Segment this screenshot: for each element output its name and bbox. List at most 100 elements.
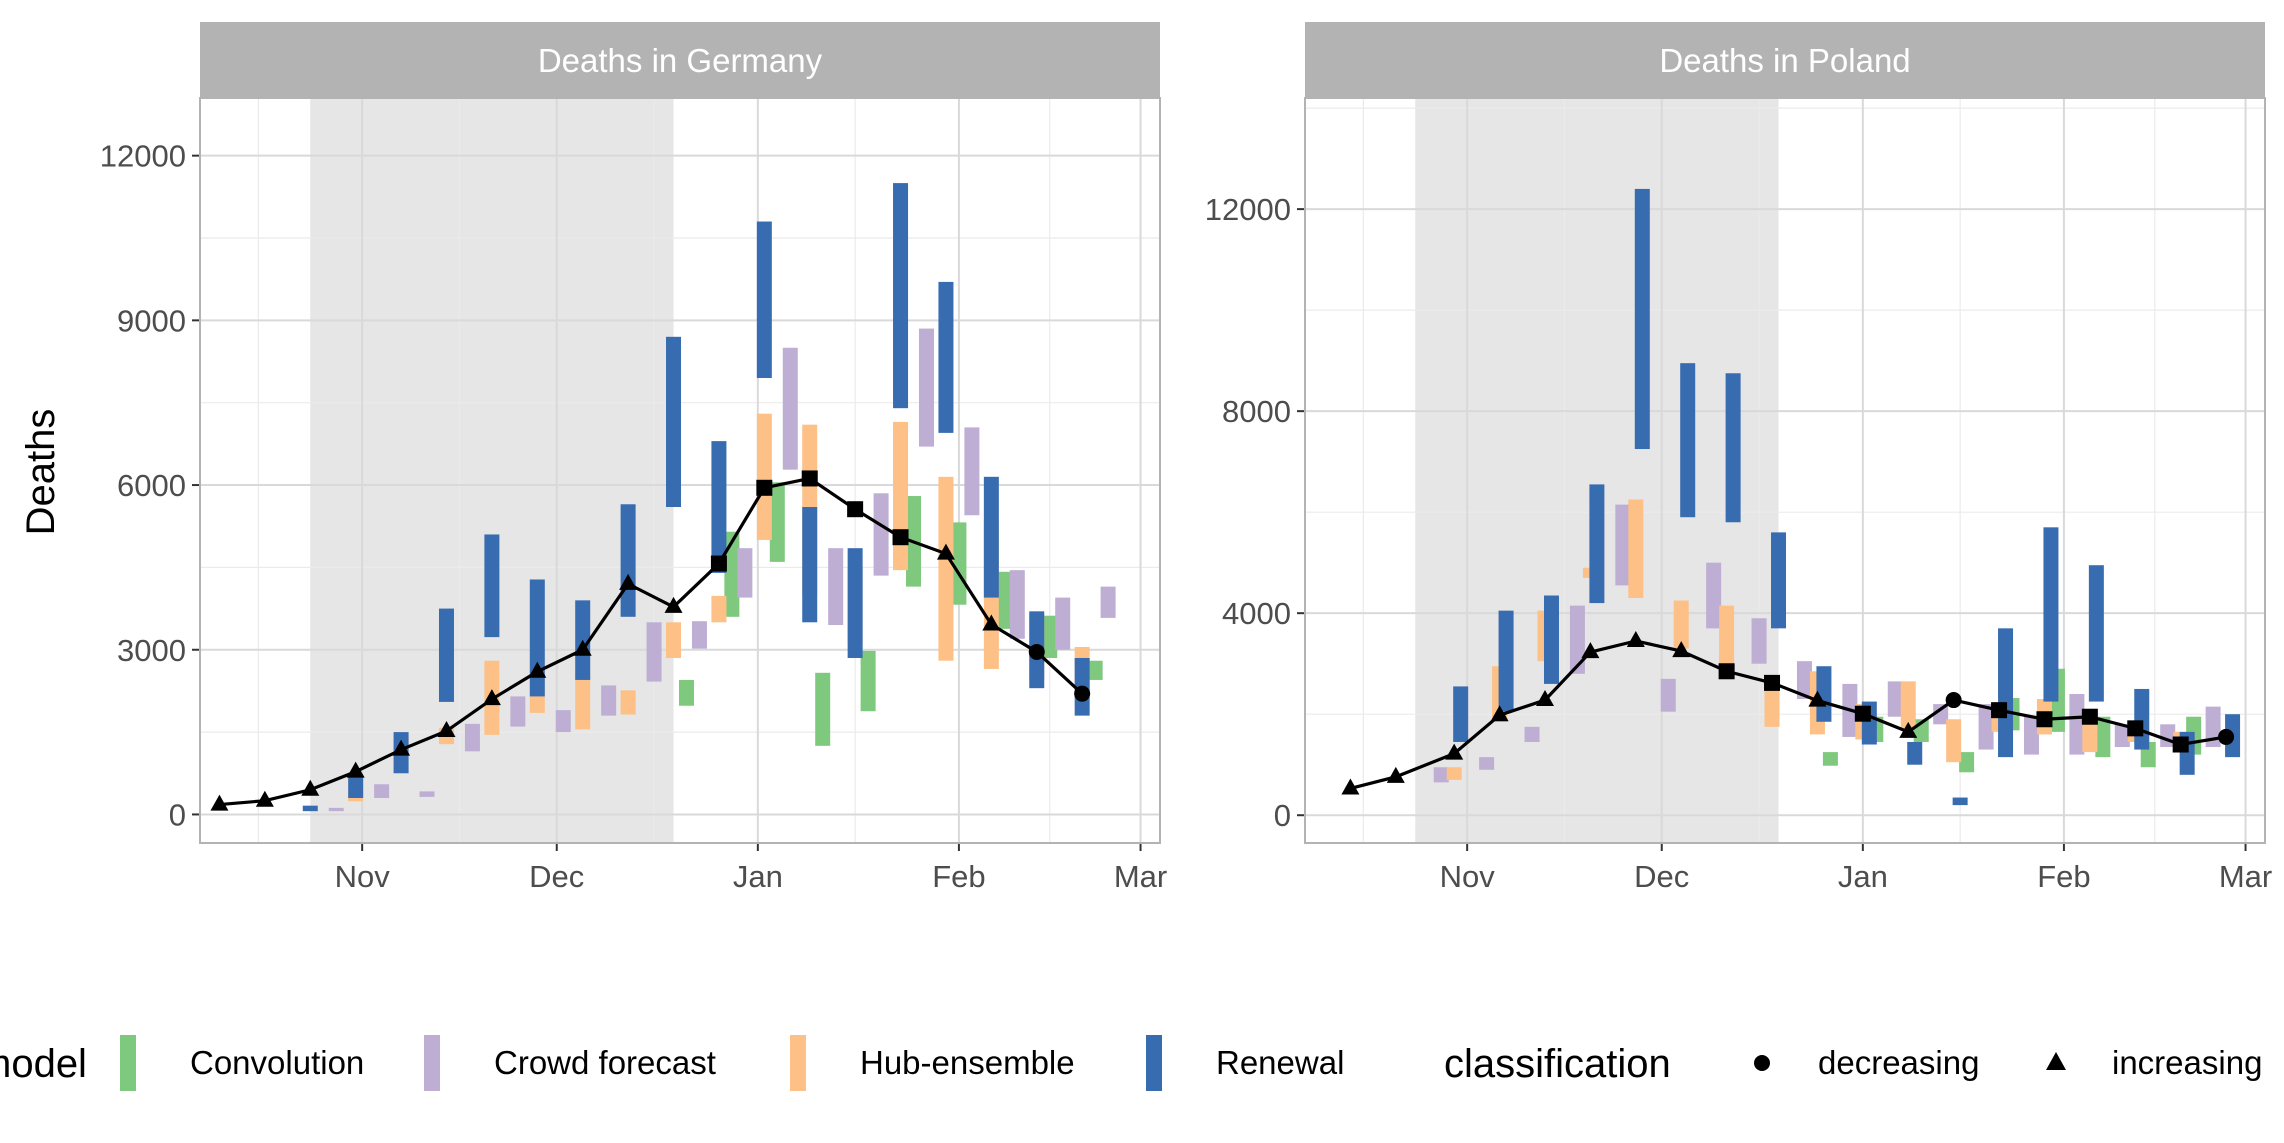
observed-point-increasing xyxy=(982,614,1001,631)
x-tick-label: Dec xyxy=(529,859,584,894)
observed-point-increasing xyxy=(1626,630,1645,647)
y-axis-title: Deaths xyxy=(19,409,63,536)
observed-point-decreasing xyxy=(2218,728,2235,745)
forecast-bar xyxy=(646,622,662,682)
observed-point-increasing xyxy=(1341,778,1360,795)
forecast-bar xyxy=(575,674,591,730)
legend-title-model: model xyxy=(0,1042,87,1086)
panel-2: Deaths in Poland 0 4000 8000 12000 Nov Dec Jan F… xyxy=(1205,22,2272,894)
forecast-bar xyxy=(1816,666,1832,722)
legend-label: increasing xyxy=(2112,1044,2262,1081)
forecast-bar xyxy=(983,476,999,598)
x-tick-label: Nov xyxy=(1440,859,1496,894)
x-tick-label: Mar xyxy=(1114,859,1167,894)
forecast-bar xyxy=(302,805,318,812)
forecast-bar xyxy=(1042,615,1058,658)
forecast-bar xyxy=(529,579,545,697)
legend-label: Renewal xyxy=(1216,1044,1344,1081)
forecast-bar xyxy=(938,476,954,661)
observed-point-increasing xyxy=(1899,721,1918,738)
observed-point-increasing xyxy=(936,543,955,560)
forecast-bar xyxy=(1087,660,1103,680)
y-tick-label: 6000 xyxy=(117,468,186,503)
x-tick-label: Dec xyxy=(1634,859,1689,894)
forecast-bar xyxy=(555,710,571,733)
forecast-bar xyxy=(1524,726,1540,742)
x-tick-label: Feb xyxy=(2037,859,2090,894)
observed-point-increasing xyxy=(1672,641,1691,658)
forecast-bar xyxy=(464,723,480,752)
y-tick-label: 12000 xyxy=(100,139,186,174)
forecast-bar xyxy=(951,522,967,605)
forecast-bar xyxy=(1498,610,1514,712)
observed-point-increasing xyxy=(664,596,683,613)
forecast-bar xyxy=(802,507,818,623)
forecast-bar xyxy=(1634,188,1650,450)
forecast-bar xyxy=(847,548,863,658)
forecast-bar xyxy=(1998,628,2014,758)
legend-label: Hub-ensemble xyxy=(860,1044,1075,1081)
observed-point-stable xyxy=(2081,708,2098,725)
forecast-bar xyxy=(620,504,636,617)
forecast-bar xyxy=(737,548,753,598)
legend-key-convolution xyxy=(120,1035,136,1091)
forecast-bar xyxy=(419,791,435,797)
legend-key-hub-ensemble xyxy=(790,1035,806,1091)
forecast-bar xyxy=(724,531,740,617)
facet-strip xyxy=(200,22,1160,98)
observed-point-increasing xyxy=(392,739,411,756)
y-tick-label: 8000 xyxy=(1222,394,1291,429)
forecast-bar xyxy=(860,650,876,712)
observed-point-increasing xyxy=(1581,642,1600,659)
forecast-bar xyxy=(1569,605,1585,674)
forecast-bar xyxy=(601,685,617,716)
forecast-bar xyxy=(438,608,454,702)
forecast-bar xyxy=(1771,532,1787,629)
forecast-bar xyxy=(1907,741,1923,765)
observed-point-stable xyxy=(801,470,818,487)
forecast-bar xyxy=(938,281,954,433)
forecast-bar xyxy=(2095,716,2111,758)
forecast-bar xyxy=(1589,484,1605,604)
shaded-period xyxy=(1415,98,1779,843)
observed-point-stable xyxy=(2036,711,2053,728)
forecast-bar xyxy=(348,777,364,798)
x-tick-label: Nov xyxy=(335,859,391,894)
observed-point-increasing xyxy=(1808,690,1827,707)
forecast-bar xyxy=(666,336,682,508)
forecast-bar xyxy=(1751,618,1767,664)
observed-point-increasing xyxy=(255,790,274,807)
facet-title: Deaths in Poland xyxy=(1659,42,1910,79)
forecast-bar xyxy=(2088,565,2104,702)
forecast-bar xyxy=(996,571,1012,629)
forecast-bar xyxy=(964,427,980,516)
observed-point-decreasing xyxy=(1074,685,1091,702)
forecast-bar xyxy=(1978,704,1994,750)
observed-point-stable xyxy=(1764,674,1781,691)
observed-point-decreasing xyxy=(1945,692,1962,709)
panel-border xyxy=(199,97,1161,844)
facet-strip xyxy=(1305,22,2265,98)
forecast-bar xyxy=(2114,724,2130,748)
forecast-bar xyxy=(1706,562,1722,629)
observed-point-increasing xyxy=(210,794,229,811)
forecast-bar xyxy=(1100,586,1116,618)
forecast-bar xyxy=(769,482,785,562)
forecast-bar xyxy=(1946,719,1962,763)
forecast-bar xyxy=(1959,752,1975,773)
forecast-bar xyxy=(782,347,798,470)
forecast-bar xyxy=(918,328,934,447)
forecast-bar xyxy=(1479,757,1495,770)
legend-key-increasing xyxy=(2046,1052,2066,1070)
forecast-bar xyxy=(2134,688,2150,750)
forecast-bar xyxy=(756,413,772,540)
forecast-bar xyxy=(2023,716,2039,755)
observed-point-decreasing xyxy=(1028,643,1045,660)
forecast-bar xyxy=(2043,527,2059,702)
forecast-bar xyxy=(893,183,909,409)
observed-point-stable xyxy=(710,555,727,572)
legend: model Convolution Crowd forecast Hub-ensemb… xyxy=(0,1035,2262,1091)
legend-title-classification: classification xyxy=(1444,1042,1671,1086)
forecast-bar xyxy=(1796,661,1812,700)
